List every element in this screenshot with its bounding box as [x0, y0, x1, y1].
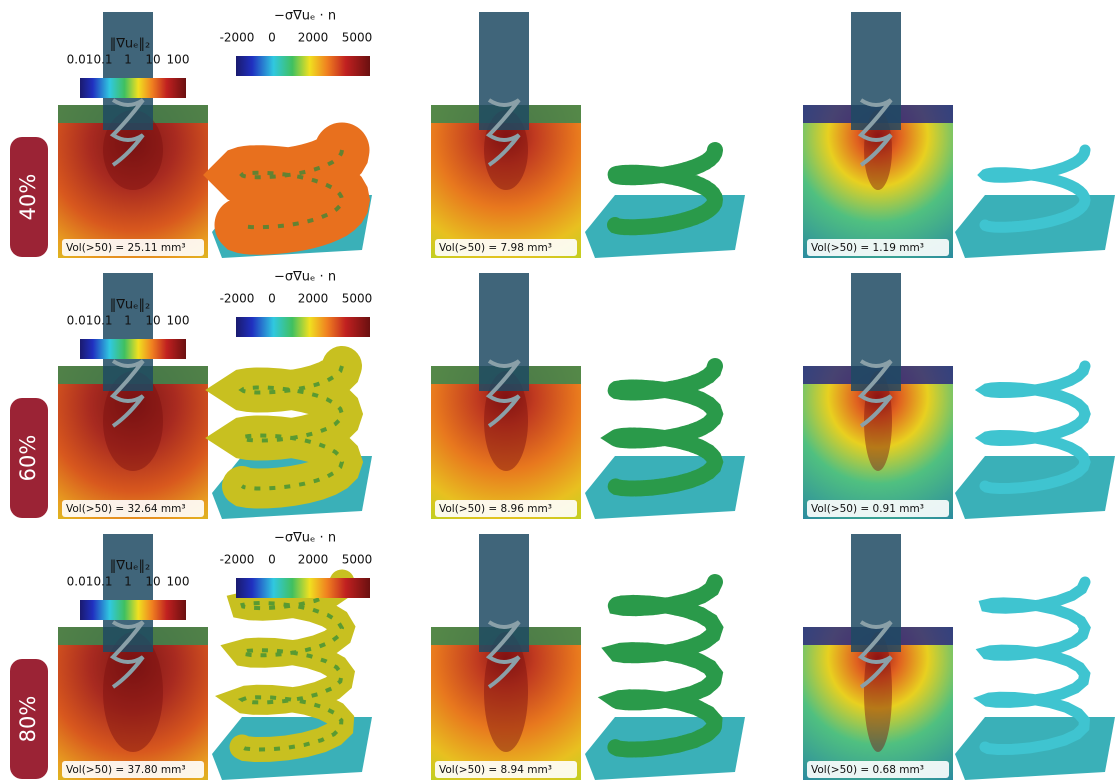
- colorbar-tick-label: 100: [167, 314, 190, 328]
- colorbar-tick-label: -2000: [220, 292, 255, 306]
- colorbar-title: −σ∇uₑ · n: [274, 9, 336, 24]
- colorbar-tick-label: 100: [167, 575, 190, 589]
- colorbar-tick-label: 0.1: [93, 314, 112, 328]
- colorbar: [80, 339, 186, 359]
- volume-label: Vol(>50) = 37.80 mm³: [66, 764, 186, 776]
- electrode-tube: [103, 12, 153, 130]
- volume-label: Vol(>50) = 8.94 mm³: [439, 764, 552, 776]
- volume-label: Vol(>50) = 25.11 mm³: [66, 242, 186, 254]
- colorbar-tick-label: 1: [124, 575, 132, 589]
- figure-row: 60% Vol(>50) = 32.64 mm³ Vol(>50) = 8.96 m…: [10, 270, 1115, 520]
- colorbar-tick-label: 0.1: [93, 53, 112, 67]
- colorbar-tick-label: 10: [145, 314, 160, 328]
- electrode-tube: [479, 12, 529, 130]
- colorbar-tick-label: 2000: [298, 292, 329, 306]
- colorbar-tick-label: 0.01: [67, 53, 94, 67]
- colorbar-tick-label: 0.01: [67, 575, 94, 589]
- colorbar-tick-label: 0: [268, 553, 276, 567]
- row-label: 60%: [16, 435, 40, 482]
- colorbar-tick-label: -2000: [220, 31, 255, 45]
- colorbar-tick-label: 0: [268, 31, 276, 45]
- colorbar-title: −σ∇uₑ · n: [274, 270, 336, 285]
- figure: 40% Vol(>50) = 25.11 mm³ Vol(>50) = 7.98 m…: [0, 0, 1118, 782]
- colorbar-tick-label: 1: [124, 314, 132, 328]
- colorbar-title: ‖∇uₑ‖₂: [110, 559, 151, 574]
- helix: [242, 366, 342, 489]
- colorbar-title: ‖∇uₑ‖₂: [110, 37, 151, 52]
- colorbar-tick-label: 10: [145, 575, 160, 589]
- figure-row: 80% Vol(>50) = 37.80 mm³ Vol(>50) = 8.94 m…: [10, 531, 1115, 781]
- colorbar-title: −σ∇uₑ · n: [274, 531, 336, 546]
- electrode-tube: [103, 273, 153, 391]
- colorbar: [236, 56, 370, 76]
- electrode-tube: [479, 273, 529, 391]
- colorbar-tick-label: 1: [124, 53, 132, 67]
- colorbar-tick-label: 2000: [298, 553, 329, 567]
- colorbar-tick-label: 0.01: [67, 314, 94, 328]
- colorbar-tick-label: 0: [268, 292, 276, 306]
- volume-label: Vol(>50) = 32.64 mm³: [66, 503, 186, 515]
- colorbar-tick-label: 10: [145, 53, 160, 67]
- electrode-tube: [103, 534, 153, 652]
- volume-label: Vol(>50) = 7.98 mm³: [439, 242, 552, 254]
- colorbar-tick-label: 2000: [298, 31, 329, 45]
- volume-label: Vol(>50) = 0.91 mm³: [811, 503, 924, 515]
- colorbar-tick-label: 5000: [342, 31, 373, 45]
- electrode-tube: [851, 534, 901, 652]
- figure-row: 40% Vol(>50) = 25.11 mm³ Vol(>50) = 7.98 m…: [10, 9, 1115, 259]
- colorbar-tick-label: 0.1: [93, 575, 112, 589]
- colorbar-tick-label: 5000: [342, 292, 373, 306]
- colorbar: [80, 78, 186, 98]
- row-label: 80%: [16, 696, 40, 743]
- row-label: 40%: [16, 174, 40, 221]
- colorbar: [80, 600, 186, 620]
- electrode-tube: [851, 12, 901, 130]
- volume-label: Vol(>50) = 0.68 mm³: [811, 764, 924, 776]
- colorbar-tick-label: -2000: [220, 553, 255, 567]
- volume-label: Vol(>50) = 1.19 mm³: [811, 242, 924, 254]
- colorbar-title: ‖∇uₑ‖₂: [110, 298, 151, 313]
- colorbar-tick-label: 5000: [342, 553, 373, 567]
- volume-label: Vol(>50) = 8.96 mm³: [439, 503, 552, 515]
- colorbar: [236, 317, 370, 337]
- colorbar-tick-label: 100: [167, 53, 190, 67]
- colorbar: [236, 578, 370, 598]
- electrode-tube: [479, 534, 529, 652]
- electrode-tube: [851, 273, 901, 391]
